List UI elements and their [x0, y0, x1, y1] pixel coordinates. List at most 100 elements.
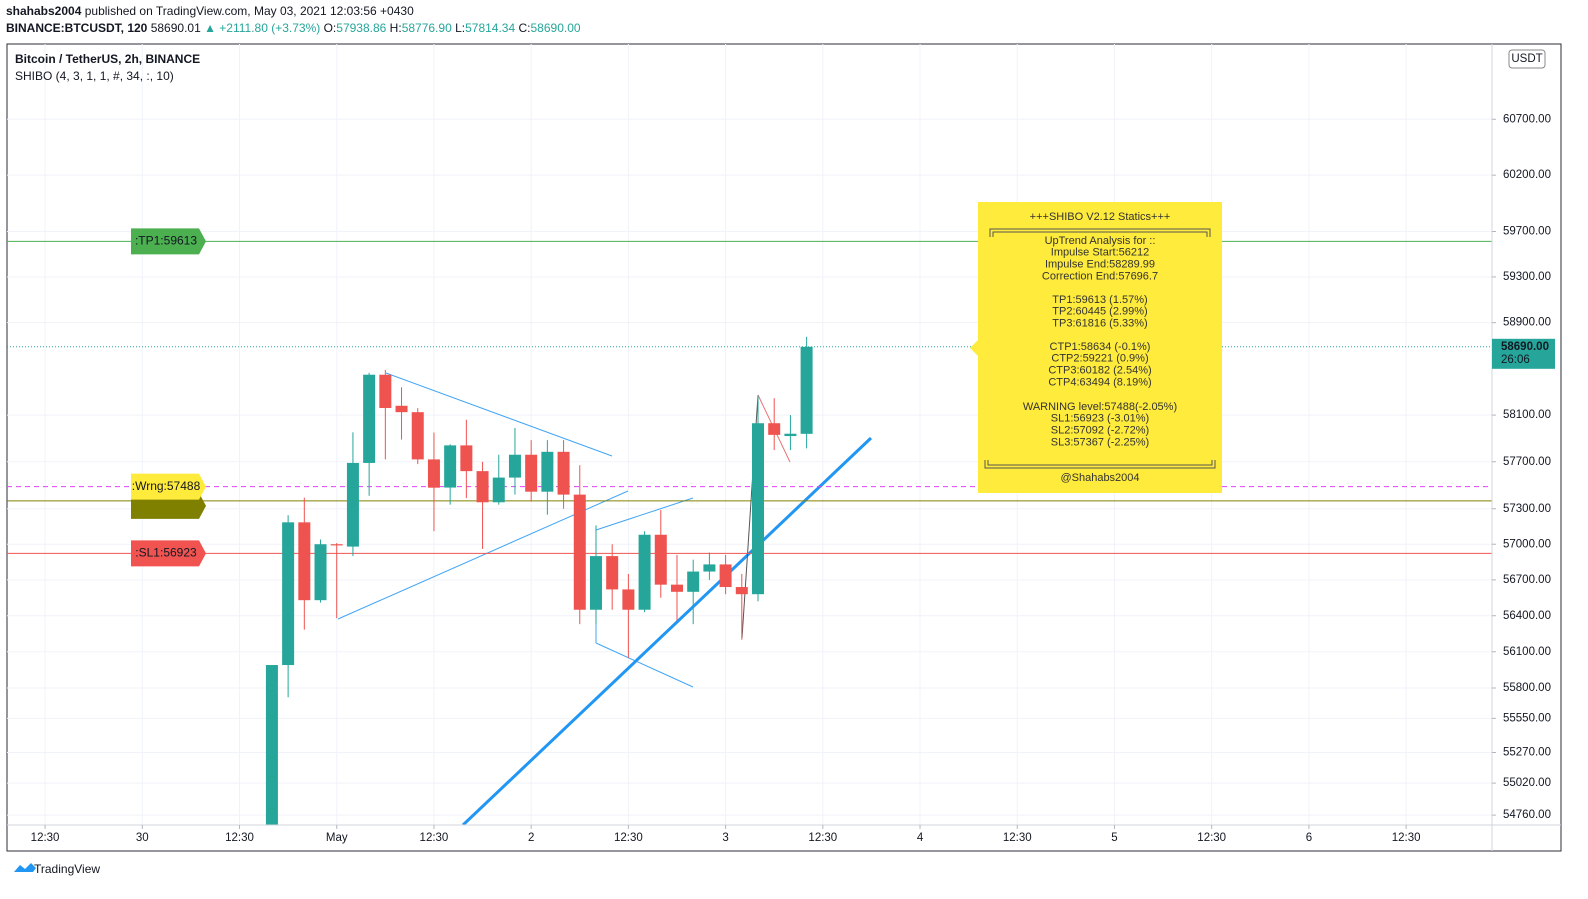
- y-tick-label: 55020.00: [1503, 777, 1551, 789]
- ohlc-value: 58690.00: [531, 21, 581, 35]
- x-tick-label: 12:30: [614, 832, 643, 844]
- currency: USDT: [1511, 53, 1542, 65]
- candle-body: [427, 459, 440, 488]
- candle-body: [768, 423, 781, 435]
- candle-body: [622, 589, 635, 610]
- header-line-1: shahabs2004 published on TradingView.com…: [6, 4, 414, 18]
- candle-body: [492, 477, 505, 503]
- x-tick-label: 4: [917, 832, 924, 844]
- last-price-label: 58690.00: [1501, 341, 1549, 353]
- candle-body: [752, 423, 765, 595]
- y-tick-label: 57700.00: [1503, 456, 1551, 468]
- trend-line: [595, 642, 694, 688]
- candle-body: [541, 451, 554, 492]
- x-tick-label: 2: [528, 832, 534, 844]
- header-line-2: BINANCE:BTCUSDT, 120 58690.01 ▲ +2111.80…: [6, 21, 581, 35]
- author: shahabs2004: [6, 4, 82, 18]
- x-tick-label: 30: [136, 832, 149, 844]
- info-line: Correction End:57696.7: [1042, 270, 1158, 282]
- info-line: TP1:59613 (1.57%): [1052, 294, 1147, 306]
- y-tick-label: 56400.00: [1503, 610, 1551, 622]
- info-line: CTP4:63494 (8.19%): [1048, 376, 1151, 388]
- trend-line: [385, 372, 613, 457]
- info-line: SL1:56923 (-3.01%): [1051, 413, 1149, 425]
- candle-body: [735, 587, 748, 595]
- symbol: BINANCE:BTCUSDT, 120: [6, 21, 148, 35]
- ohlc-key: C:: [515, 21, 530, 35]
- frame-bottom: [984, 460, 1216, 469]
- ohlc-value: 57938.86: [336, 21, 386, 35]
- last-price-bg: [1492, 338, 1555, 369]
- x-tick-label: 12:30: [420, 832, 449, 844]
- x-tick-label: 5: [1111, 832, 1117, 844]
- candle-body: [525, 454, 538, 492]
- countdown: 26:06: [1501, 354, 1530, 366]
- info-line: CTP2:59221 (0.9%): [1051, 353, 1148, 365]
- y-tick-label: 59700.00: [1503, 226, 1551, 238]
- chart-title: Bitcoin / TetherUS, 2h, BINANCE: [15, 52, 200, 66]
- candle-body: [508, 454, 521, 478]
- candle-body: [800, 346, 813, 434]
- candle-body: [265, 665, 278, 825]
- y-tick-label: 58100.00: [1503, 409, 1551, 421]
- y-tick-label: 57000.00: [1503, 538, 1551, 550]
- candle-body: [589, 556, 602, 610]
- x-tick-label: 12:30: [1003, 832, 1032, 844]
- x-tick-label: 12:30: [31, 832, 60, 844]
- info-line: Impulse Start:56212: [1051, 247, 1149, 259]
- last: 58690.01: [147, 21, 201, 35]
- ohlc-value: 57814.34: [465, 21, 515, 35]
- y-tick-label: 60700.00: [1503, 113, 1551, 125]
- y-tick-label: 54760.00: [1503, 809, 1551, 821]
- info-line: WARNING level:57488(-2.05%): [1023, 401, 1177, 413]
- ohlc-key: O:: [320, 21, 336, 35]
- level-label-bg: [131, 540, 206, 567]
- level-label-bg: [131, 473, 206, 500]
- candle-body: [670, 584, 683, 592]
- level-label: :SL1:56923: [135, 546, 197, 560]
- candle-body: [557, 451, 570, 495]
- candle-body: [703, 564, 716, 572]
- y-tick-label: 55270.00: [1503, 747, 1551, 759]
- y-tick-label: 59300.00: [1503, 271, 1551, 283]
- info-box-bg: [970, 202, 1222, 493]
- candle-body: [379, 374, 392, 408]
- info-line: SL2:57092 (-2.72%): [1051, 425, 1149, 437]
- info-box: +++SHIBO V2.12 Statics+++ UpTrend Analysi…: [970, 202, 1222, 493]
- ohlc-value: 58776.90: [402, 21, 452, 35]
- candle-body: [346, 462, 359, 547]
- info-title: +++SHIBO V2.12 Statics+++: [1030, 211, 1171, 223]
- x-tick-label: May: [326, 832, 348, 844]
- frame-top: [989, 228, 1211, 237]
- published: published on TradingView.com, May 03, 20…: [81, 4, 414, 18]
- currency-badge: [1508, 49, 1546, 69]
- info-line: TP3:61816 (5.33%): [1052, 318, 1147, 330]
- candle-body: [638, 534, 651, 610]
- candle-body: [298, 522, 311, 601]
- level-label-bg: [131, 228, 206, 255]
- grid: [7, 44, 1492, 825]
- candle-body: [314, 544, 327, 601]
- logo: [14, 863, 36, 872]
- info-line: UpTrend Analysis for ::: [1045, 235, 1156, 247]
- candle-body: [363, 374, 376, 463]
- candle-body: [444, 445, 457, 488]
- y-tick-label: 56700.00: [1503, 574, 1551, 586]
- x-tick-label: 12:30: [1197, 832, 1226, 844]
- info-line: SL3:57367 (-2.25%): [1051, 436, 1149, 448]
- level-label: :Wrng:57488: [132, 479, 201, 493]
- y-tick-label: 58900.00: [1503, 317, 1551, 329]
- y-tick-label: 60200.00: [1503, 169, 1551, 181]
- y-tick-label: 55800.00: [1503, 682, 1551, 694]
- y-tick-label: 57300.00: [1503, 503, 1551, 515]
- candle-body: [606, 556, 619, 590]
- y-tick-label: 55550.00: [1503, 712, 1551, 724]
- info-line: CTP3:60182 (2.54%): [1048, 365, 1151, 377]
- candle-body: [476, 471, 489, 503]
- x-tick-label: 12:30: [808, 832, 837, 844]
- x-tick-label: 3: [722, 832, 728, 844]
- candle-body: [411, 412, 424, 460]
- trend-line: [461, 436, 873, 825]
- x-tick-label: 12:30: [225, 832, 254, 844]
